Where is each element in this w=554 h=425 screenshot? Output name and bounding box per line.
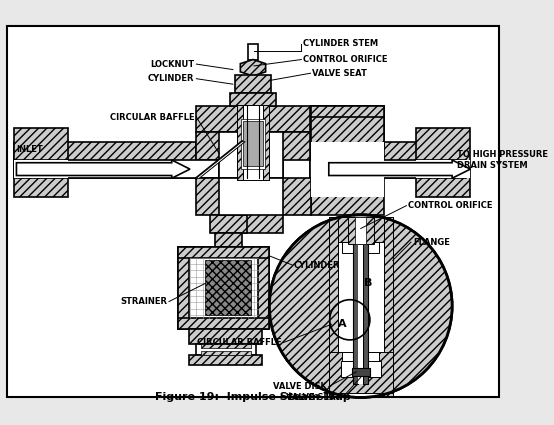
Text: A: A (338, 319, 347, 329)
Text: LOCKNUT: LOCKNUT (150, 60, 194, 68)
Bar (259, 247, 269, 329)
Bar (311, 142, 383, 196)
Text: STRAINER: STRAINER (120, 297, 167, 306)
Bar (237, 105, 243, 180)
Text: TO HIGH PRESSURE
DRAIN SYSTEM: TO HIGH PRESSURE DRAIN SYSTEM (456, 150, 548, 170)
Polygon shape (240, 60, 265, 76)
Polygon shape (196, 142, 245, 178)
Bar (14, 160, 69, 178)
Bar (355, 217, 366, 244)
Bar (189, 329, 262, 343)
Bar (14, 160, 219, 178)
Bar (201, 343, 251, 348)
Text: CIRCULAR BAFFLE: CIRCULAR BAFFLE (110, 113, 194, 122)
Bar (348, 217, 373, 244)
Text: Figure 19:  Impulse Steam Trap: Figure 19: Impulse Steam Trap (155, 391, 351, 402)
Bar (311, 106, 383, 117)
Wedge shape (269, 215, 361, 397)
Text: CYLINDER STEM: CYLINDER STEM (303, 40, 378, 48)
Text: B: B (364, 278, 372, 288)
Bar (352, 368, 370, 376)
Bar (341, 361, 381, 377)
Text: CIRCULAR BAFFLE: CIRCULAR BAFFLE (197, 338, 281, 347)
Bar (189, 354, 262, 366)
Bar (363, 242, 368, 384)
Bar (353, 242, 358, 384)
Bar (243, 121, 263, 166)
Bar (416, 160, 470, 178)
Bar (311, 160, 383, 178)
Bar (329, 217, 338, 396)
Text: VALVE SEAT: VALVE SEAT (312, 69, 367, 78)
Bar (206, 261, 251, 315)
Bar (329, 217, 393, 396)
Text: CONTROL ORIFICE: CONTROL ORIFICE (303, 55, 388, 64)
Bar (329, 352, 393, 393)
Bar (342, 352, 379, 361)
Polygon shape (14, 142, 196, 178)
Bar (263, 105, 269, 180)
Text: CONTROL ORIFICE: CONTROL ORIFICE (408, 201, 493, 210)
Text: VALVE DISK: VALVE DISK (273, 382, 327, 391)
Text: CYLINDER: CYLINDER (148, 74, 194, 83)
Bar (178, 247, 269, 329)
Bar (196, 106, 310, 132)
Wedge shape (361, 215, 452, 397)
Polygon shape (311, 106, 383, 215)
FancyArrow shape (17, 160, 190, 178)
Bar (214, 233, 242, 247)
Polygon shape (310, 142, 466, 178)
Text: FLANGE: FLANGE (413, 238, 450, 246)
Bar (342, 242, 379, 253)
Bar (178, 318, 269, 329)
Bar (416, 128, 470, 196)
Bar (310, 160, 466, 178)
Bar (14, 128, 69, 196)
Bar (178, 247, 269, 258)
Bar (201, 351, 251, 355)
Bar (230, 94, 276, 106)
Bar (178, 247, 189, 329)
Polygon shape (196, 132, 310, 178)
Circle shape (269, 215, 452, 397)
Bar (235, 75, 271, 94)
Bar (219, 132, 283, 178)
Bar (219, 178, 283, 215)
Text: VALVE SEAT: VALVE SEAT (286, 393, 341, 402)
Text: INLET: INLET (17, 144, 43, 153)
Bar (248, 44, 259, 60)
Bar (311, 106, 383, 146)
FancyArrow shape (329, 160, 470, 178)
Bar (210, 215, 247, 233)
Polygon shape (196, 178, 311, 233)
Bar (196, 343, 256, 354)
Text: CYLINDER: CYLINDER (294, 261, 341, 269)
Bar (329, 217, 393, 242)
Bar (383, 217, 393, 396)
Bar (241, 119, 265, 169)
Bar (358, 242, 363, 384)
Bar (237, 105, 269, 180)
